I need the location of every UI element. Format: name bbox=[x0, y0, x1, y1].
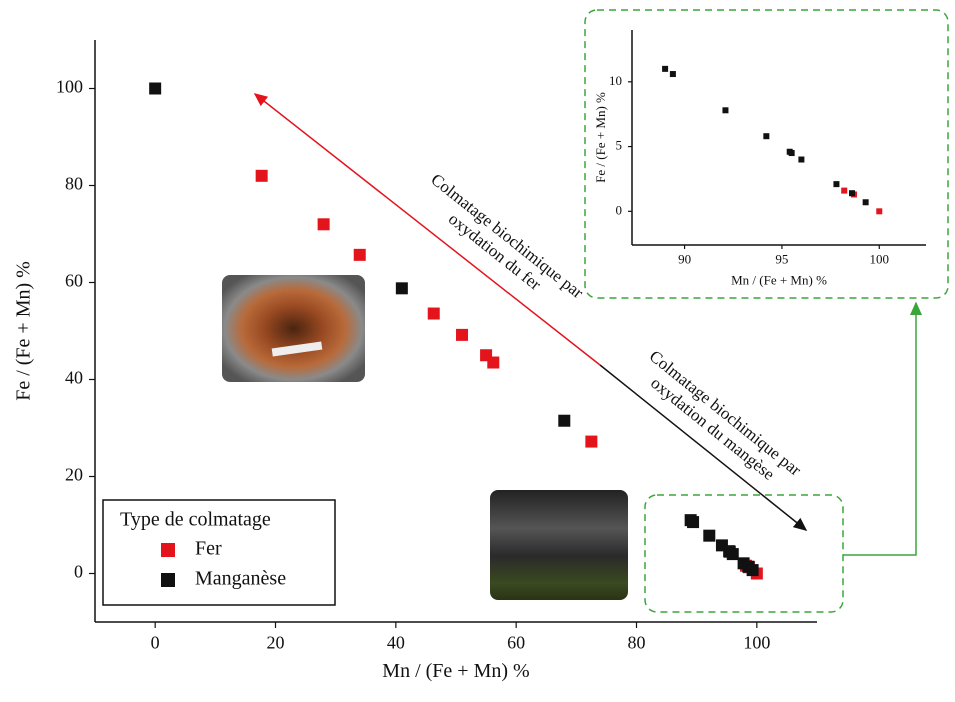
y-tick-label: 100 bbox=[56, 77, 83, 97]
point bbox=[849, 190, 856, 197]
legend-box bbox=[102, 499, 336, 606]
point bbox=[585, 435, 598, 448]
x-tick-label: 100 bbox=[743, 632, 770, 652]
x-tick-label: 95 bbox=[775, 252, 788, 267]
point bbox=[149, 82, 162, 95]
plot: 90 95 100 0 5 10 Mn / (Fe + Mn) % Fe / (Fe + Mn… bbox=[593, 30, 926, 287]
point bbox=[456, 328, 469, 341]
photos bbox=[222, 275, 628, 600]
arrow-manganese bbox=[599, 364, 808, 531]
annotation-line: Colmatage biochimique par bbox=[427, 170, 587, 303]
point bbox=[669, 71, 676, 78]
point bbox=[395, 282, 408, 295]
point bbox=[687, 516, 700, 529]
x-tick-label: 90 bbox=[678, 252, 691, 267]
legend-title: Type de colmatage bbox=[120, 509, 271, 531]
point bbox=[558, 414, 571, 427]
point bbox=[841, 187, 848, 194]
arrow-iron bbox=[253, 93, 601, 366]
inset-frame bbox=[584, 9, 949, 299]
x-tick-label: 0 bbox=[151, 632, 160, 652]
y-tick-label: 0 bbox=[74, 562, 83, 582]
point bbox=[746, 564, 759, 577]
x-tick-label: 100 bbox=[870, 252, 890, 267]
legend-swatch bbox=[161, 573, 175, 587]
y-tick-label: 5 bbox=[616, 138, 623, 153]
point bbox=[255, 169, 268, 182]
x-tick-label: 60 bbox=[507, 632, 525, 652]
x-tick-label: 80 bbox=[628, 632, 646, 652]
y-tick-label: 0 bbox=[616, 202, 623, 217]
y-tick-label: 60 bbox=[65, 271, 83, 291]
annotation-line: Colmatage biochimique par bbox=[646, 346, 805, 479]
y-axis-label: Fe / (Fe + Mn) % bbox=[593, 92, 608, 183]
y-axis-label: Fe / (Fe + Mn) % bbox=[13, 261, 35, 401]
zoom-frame bbox=[644, 494, 844, 613]
y-tick-label: 10 bbox=[609, 73, 622, 88]
point bbox=[862, 199, 869, 206]
point bbox=[662, 65, 669, 72]
legend: Type de colmatage Fer Manganèse bbox=[102, 499, 336, 606]
legend-label: Manganèse bbox=[195, 568, 286, 590]
point bbox=[763, 133, 770, 140]
point bbox=[353, 248, 366, 261]
point bbox=[722, 107, 729, 114]
x-tick-label: 20 bbox=[267, 632, 285, 652]
point bbox=[703, 529, 716, 542]
point bbox=[876, 208, 883, 215]
y-tick-label: 40 bbox=[65, 368, 83, 388]
y-tick-label: 80 bbox=[65, 174, 83, 194]
point bbox=[833, 181, 840, 188]
x-axis-label: Mn / (Fe + Mn) % bbox=[382, 660, 529, 682]
point bbox=[798, 156, 805, 163]
legend-label: Fer bbox=[195, 538, 222, 560]
point bbox=[427, 307, 440, 320]
photo-iron bbox=[222, 275, 365, 382]
point bbox=[487, 356, 500, 369]
y-tick-label: 20 bbox=[65, 465, 83, 485]
photo-scale bbox=[271, 341, 323, 357]
point bbox=[726, 548, 739, 561]
x-axis-label: Mn / (Fe + Mn) % bbox=[731, 272, 827, 287]
point bbox=[317, 218, 330, 231]
photo-manganese bbox=[490, 490, 628, 600]
legend-swatch bbox=[161, 543, 175, 557]
insets bbox=[584, 9, 949, 613]
x-tick-label: 40 bbox=[387, 632, 405, 652]
point bbox=[788, 150, 795, 157]
connector bbox=[843, 301, 922, 556]
